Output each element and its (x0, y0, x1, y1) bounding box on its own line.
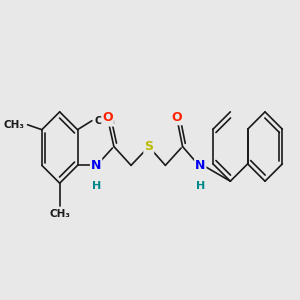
Text: N: N (195, 159, 206, 172)
Text: H: H (92, 181, 101, 191)
Text: CH₃: CH₃ (4, 120, 25, 130)
Text: O: O (102, 111, 113, 124)
Text: CH₃: CH₃ (49, 209, 70, 219)
Text: O: O (172, 111, 182, 124)
Text: N: N (91, 159, 101, 172)
Text: H: H (196, 181, 205, 191)
Text: CH₃: CH₃ (95, 116, 116, 126)
Text: S: S (144, 140, 153, 153)
